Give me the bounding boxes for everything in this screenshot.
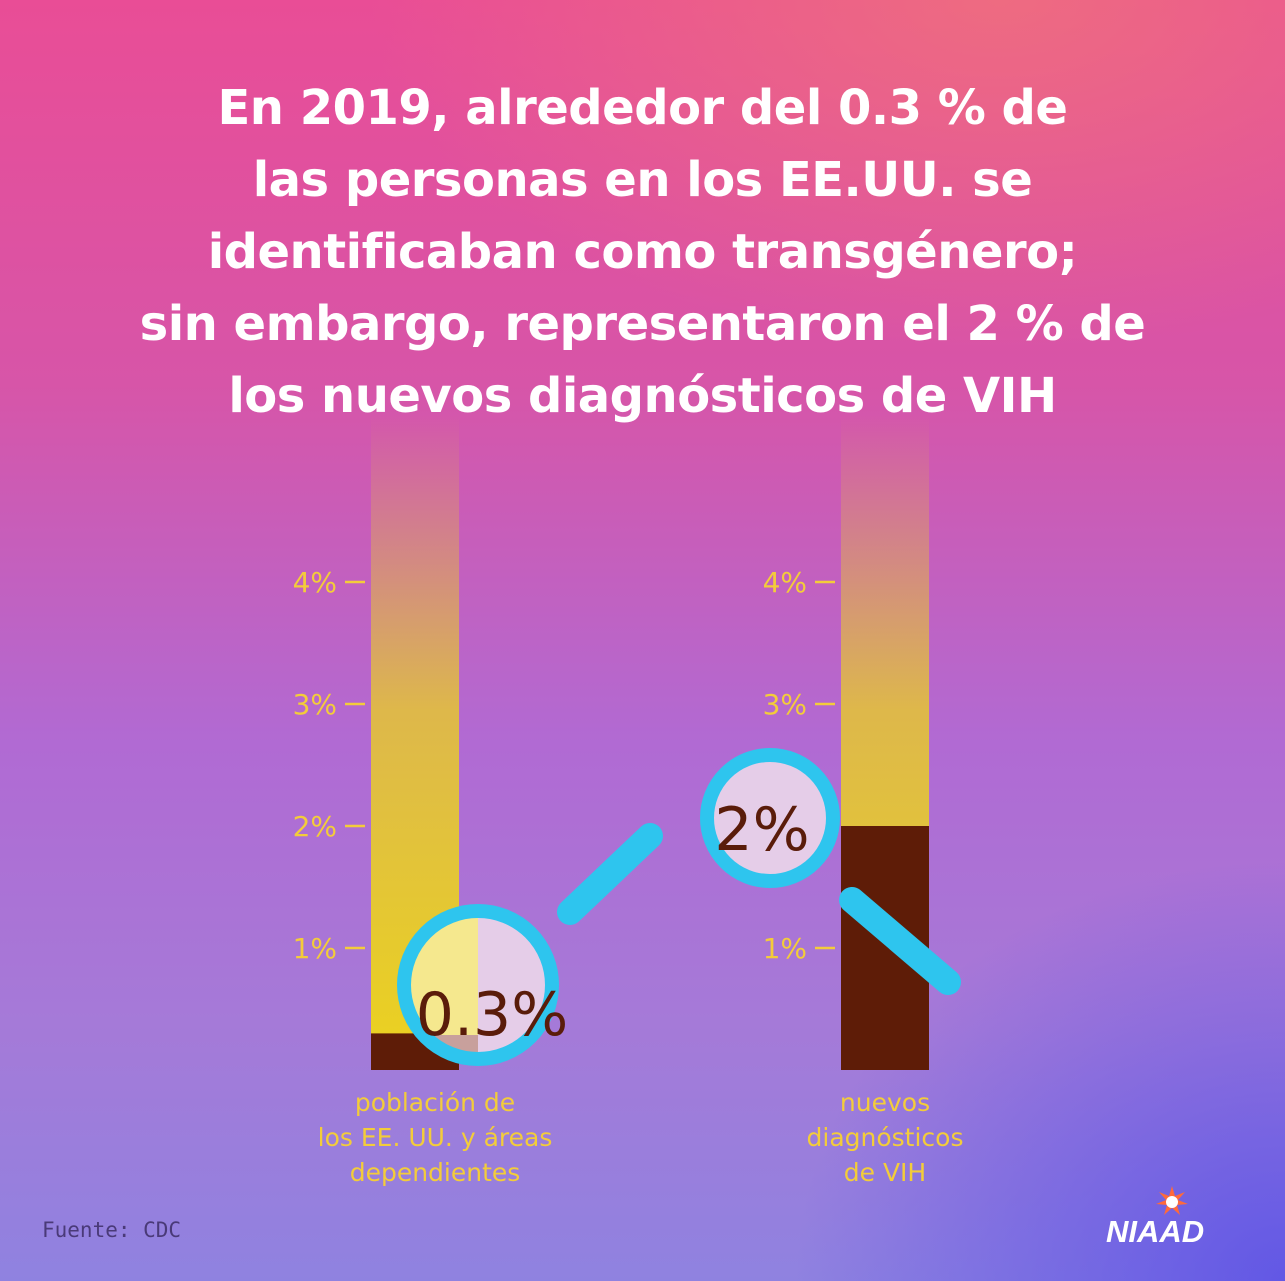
tick-label-1-1: 1% [763, 932, 807, 965]
tick-label-0-3: 3% [293, 688, 337, 721]
tick-label-0-2: 2% [293, 810, 337, 843]
headline: En 2019, alrededor del 0.3 % de las pers… [139, 80, 1146, 424]
magnifier-ring-1 [700, 748, 840, 888]
magnifier-0: 0.3% [397, 823, 663, 1066]
magnifier-handle-1 [839, 887, 961, 995]
tick-label-0-4: 4% [293, 566, 337, 599]
category-label-population: población de los EE. UU. y áreas dependi… [317, 1088, 553, 1187]
magnifier-1: 2% [700, 748, 961, 995]
magnifier-ring-0 [397, 904, 559, 1066]
tick-label-1-3: 3% [763, 688, 807, 721]
tick-label-0-1: 1% [293, 932, 337, 965]
logo-wordmark: NIAAD [1106, 1214, 1205, 1249]
value-label-0: 0.3% [416, 980, 568, 1050]
niaad-logo: NIAAD [1098, 1184, 1258, 1254]
tick-label-1-4: 4% [763, 566, 807, 599]
source-note: Fuente: CDC [42, 1218, 182, 1242]
category-label-hiv-diagnoses: nuevos diagnósticos de VIH [806, 1088, 964, 1187]
magnifier-handle-0 [557, 823, 663, 925]
starburst-icon [1156, 1186, 1188, 1215]
value-label-1: 2% [714, 795, 809, 865]
